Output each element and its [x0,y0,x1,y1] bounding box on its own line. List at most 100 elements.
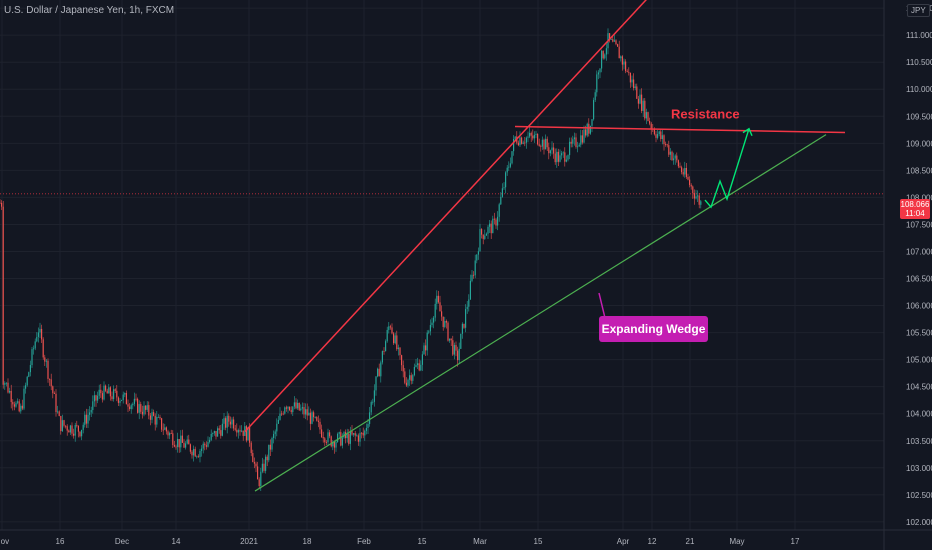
candle-body [434,303,436,318]
candle-body [210,433,212,440]
candle-body [389,326,391,328]
candle-body [23,388,25,409]
candle-body [205,445,207,447]
candle-body [265,456,267,471]
candle-body [477,251,479,255]
candle-body [274,431,276,435]
candle-body [63,420,65,426]
candle-body [397,347,399,350]
candle-body [354,433,356,436]
candle-body [196,456,198,458]
candle-body [217,428,219,437]
candle-body [663,135,665,145]
candle-body [665,144,667,145]
price-tick-label: 105.500 [906,329,932,338]
candle-body [634,86,636,89]
candle-body [393,333,395,344]
candle-body [668,145,670,155]
time-axis[interactable]: Nov 16 Dec 14 2021 18 Feb 15 Mar 15 Apr 12 21 May 17 [0,529,932,546]
candle-body [322,437,324,439]
price-tick-label: 103.000 [906,464,932,473]
candle-body [325,442,327,443]
candle-body [202,443,204,449]
candle-body [87,414,89,424]
candle-body [485,233,487,236]
candle-body [681,167,683,173]
time-tick-label: May [729,537,744,546]
candle-body [420,364,422,371]
candle-body [290,410,292,413]
candle-body [346,434,348,439]
candle-body [537,133,539,145]
candle-body [489,223,491,227]
candle-body [441,311,443,317]
candle-body [269,444,271,450]
candle-body [61,420,63,432]
candle-body [170,433,172,434]
candle-body [490,223,492,234]
candle-body [181,435,183,443]
candle-body [457,350,459,361]
candle-body [156,416,158,425]
candle-body [37,332,39,337]
candle-body [604,54,606,59]
candle-body [695,196,697,199]
candle-body [135,398,137,400]
candle-body [450,338,452,341]
candle-body [44,357,46,362]
candle-body [12,402,14,405]
candle-body [375,376,377,391]
candle-body [636,86,638,99]
candle-body [332,441,334,447]
candle-body [21,405,23,409]
candle-body [124,393,126,395]
candle-body [690,184,692,187]
candle-body [609,33,611,40]
candle-body [295,402,297,409]
candle-body [453,345,455,355]
candle-body [364,430,366,436]
currency-badge[interactable]: JPY [907,4,930,17]
candle-body [79,431,81,437]
candle-body [684,167,686,175]
candle-body [380,362,382,377]
candle-body [415,365,417,367]
candle-body [13,404,15,407]
candle-body [386,329,388,342]
candle-body [69,425,71,433]
candle-body [257,466,259,480]
candle-body [311,412,313,424]
candle-body [673,158,675,161]
candle-body [591,119,593,126]
candle-body [185,443,187,448]
candle-body [693,193,695,199]
candle-body [317,420,319,422]
candle-body [677,160,679,167]
candle-body [36,336,38,342]
candle-body [405,382,407,386]
price-axis[interactable]: 102.000 102.500 103.000 103.500 104.000 104.5… [883,0,932,550]
price-tick-label: 108.500 [906,166,932,175]
candle-body [444,320,446,327]
candle-body [661,135,663,140]
time-tick-label: 12 [648,537,657,546]
candle-body [570,141,572,144]
candle-body [569,141,571,156]
candle-body [588,123,590,134]
candle-body [585,129,587,136]
candle-body [666,144,668,146]
price-tick-label: 105.000 [906,356,932,365]
candle-body [327,432,329,443]
candle-body [95,395,97,401]
candle-body [39,328,41,333]
candle-body [473,274,475,276]
candle-body [193,448,195,456]
candle-body [221,423,223,436]
candle-body [207,442,209,447]
candle-body [385,341,387,352]
candle-body [132,403,134,406]
candle-body [482,234,484,239]
candle-body [314,417,316,418]
candle-body [169,433,171,436]
